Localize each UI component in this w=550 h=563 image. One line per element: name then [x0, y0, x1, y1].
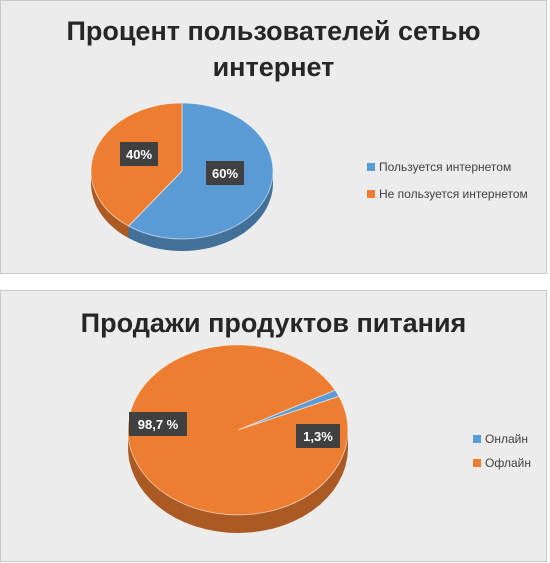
pie-chart: 60% 40% — [90, 102, 274, 251]
legend-swatch — [473, 459, 481, 467]
legend-label: Не пользуется интернетом — [379, 186, 528, 201]
data-label: 1,3% — [296, 424, 340, 448]
legend-swatch — [367, 189, 375, 198]
data-label-text: 98,7 % — [138, 417, 179, 432]
legend-label: Онлайн — [485, 432, 528, 446]
pie-slice-side — [91, 172, 129, 238]
data-label-box — [120, 142, 158, 166]
legend-label: Офлайн — [485, 456, 531, 470]
chart-legend: Онлайн Офлайн — [473, 427, 531, 475]
data-label: 98,7 % — [129, 412, 187, 436]
data-label-box — [296, 424, 340, 448]
legend-item: Пользуется интернетом — [367, 153, 528, 180]
data-label: 40% — [120, 142, 158, 166]
legend-swatch — [367, 162, 375, 171]
legend-item: Онлайн — [473, 427, 531, 451]
chart-legend: Пользуется интернетом Не пользуется инте… — [367, 153, 528, 207]
legend-item: Офлайн — [473, 451, 531, 475]
legend-swatch — [473, 435, 481, 443]
chart-title: Процент пользователей сетью интернет — [66, 16, 481, 82]
chart-panel-internet-users: Процент пользователей сетью интернет 60%… — [0, 0, 547, 274]
pie-slice — [127, 102, 274, 240]
pie-slice — [127, 344, 349, 516]
legend-item: Не пользуется интернетом — [367, 180, 528, 207]
data-label-text: 60% — [212, 166, 238, 181]
legend-label: Пользуется интернетом — [379, 159, 512, 174]
pie-slice-side — [128, 171, 273, 251]
chart-panel-food-sales: Продажи продуктов питания 1,3% 98,7 % Онл… — [0, 290, 547, 562]
pie-slice-side — [128, 430, 348, 533]
pie-chart: 1,3% 98,7 % — [127, 344, 349, 533]
data-label-box — [129, 412, 187, 436]
data-label-box — [206, 161, 244, 185]
data-label: 60% — [206, 161, 244, 185]
data-label-text: 1,3% — [303, 429, 333, 444]
chart-title: Продажи продуктов питания — [80, 308, 467, 338]
data-label-text: 40% — [126, 147, 152, 162]
